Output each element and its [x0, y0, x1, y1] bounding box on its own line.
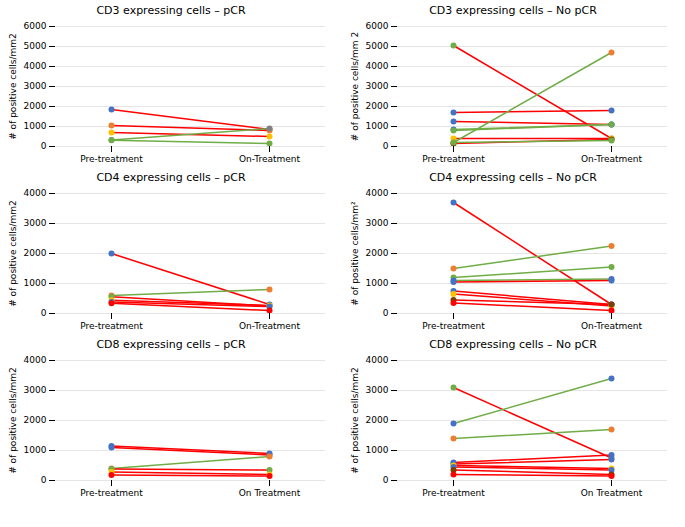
svg-text:On-Treatment: On-Treatment [581, 321, 642, 331]
svg-text:# of positive cells/mm2: # of positive cells/mm2 [8, 367, 18, 474]
svg-text:Pre-treatment: Pre-treatment [80, 154, 143, 164]
svg-text:0: 0 [41, 141, 47, 151]
html-text:CD3 expressing cells – No pCR: CD3 expressing cells – No pCR [429, 4, 597, 17]
svg-text:On-Treatment: On-Treatment [239, 154, 300, 164]
svg-text:6000: 6000 [24, 21, 47, 31]
svg-text:3000: 3000 [24, 385, 47, 395]
svg-text:1000: 1000 [366, 445, 389, 455]
svg-text:Pre-treatment: Pre-treatment [80, 488, 143, 498]
svg-text:0: 0 [383, 308, 389, 318]
svg-text:2000: 2000 [366, 415, 389, 425]
svg-text:Pre-treatment: Pre-treatment [80, 321, 143, 331]
svg-text:3000: 3000 [24, 81, 47, 91]
svg-text:3000: 3000 [366, 385, 389, 395]
svg-text:# of positive cells/mm2: # of positive cells/mm2 [8, 33, 18, 140]
svg-text:Pre-treatment: Pre-treatment [422, 321, 485, 331]
svg-text:# of positive cells/mm2: # of positive cells/mm2 [8, 200, 18, 307]
html-text:CD8 expressing cells – No pCR: CD8 expressing cells – No pCR [429, 338, 597, 351]
svg-text:On-Treatment: On-Treatment [239, 321, 300, 331]
svg-text:# of positive cells/mm²: # of positive cells/mm² [350, 201, 360, 306]
svg-text:0: 0 [41, 475, 47, 485]
svg-text:On Treatment: On Treatment [581, 488, 643, 498]
svg-text:5000: 5000 [366, 41, 389, 51]
svg-text:5000: 5000 [24, 41, 47, 51]
svg-text:On Treatment: On Treatment [239, 488, 301, 498]
svg-text:1000: 1000 [24, 121, 47, 131]
svg-text:4000: 4000 [24, 188, 47, 198]
svg-text:1000: 1000 [366, 278, 389, 288]
svg-text:# of positive cells/mm2: # of positive cells/mm2 [350, 367, 360, 474]
svg-text:2000: 2000 [24, 101, 47, 111]
svg-text:2000: 2000 [24, 248, 47, 258]
svg-text:3000: 3000 [24, 218, 47, 228]
svg-text:2000: 2000 [366, 248, 389, 258]
svg-text:4000: 4000 [366, 188, 389, 198]
svg-text:# of positive cells/mm 2: # of positive cells/mm 2 [350, 32, 360, 141]
svg-text:1000: 1000 [24, 445, 47, 455]
html-text:CD8 expressing cells – pCR: CD8 expressing cells – pCR [96, 338, 246, 351]
html-text:CD4 expressing cells – No pCR: CD4 expressing cells – No pCR [429, 171, 597, 184]
svg-text:2000: 2000 [24, 415, 47, 425]
svg-text:3000: 3000 [366, 218, 389, 228]
svg-text:2000: 2000 [366, 101, 389, 111]
svg-text:0: 0 [383, 141, 389, 151]
svg-text:3000: 3000 [366, 81, 389, 91]
svg-text:4000: 4000 [366, 61, 389, 71]
svg-text:Pre-treatment: Pre-treatment [422, 488, 485, 498]
svg-text:6000: 6000 [366, 21, 389, 31]
svg-text:4000: 4000 [366, 355, 389, 365]
svg-text:4000: 4000 [24, 355, 47, 365]
svg-text:Pre-treatment: Pre-treatment [422, 154, 485, 164]
svg-text:1000: 1000 [366, 121, 389, 131]
html-text:CD3 expressing cells – pCR: CD3 expressing cells – pCR [96, 4, 246, 17]
html-text:CD4 expressing cells – pCR: CD4 expressing cells – pCR [96, 171, 246, 184]
svg-text:4000: 4000 [24, 61, 47, 71]
svg-text:1000: 1000 [24, 278, 47, 288]
svg-text:0: 0 [383, 475, 389, 485]
svg-text:On-Treatment: On-Treatment [581, 154, 642, 164]
svg-text:0: 0 [41, 308, 47, 318]
